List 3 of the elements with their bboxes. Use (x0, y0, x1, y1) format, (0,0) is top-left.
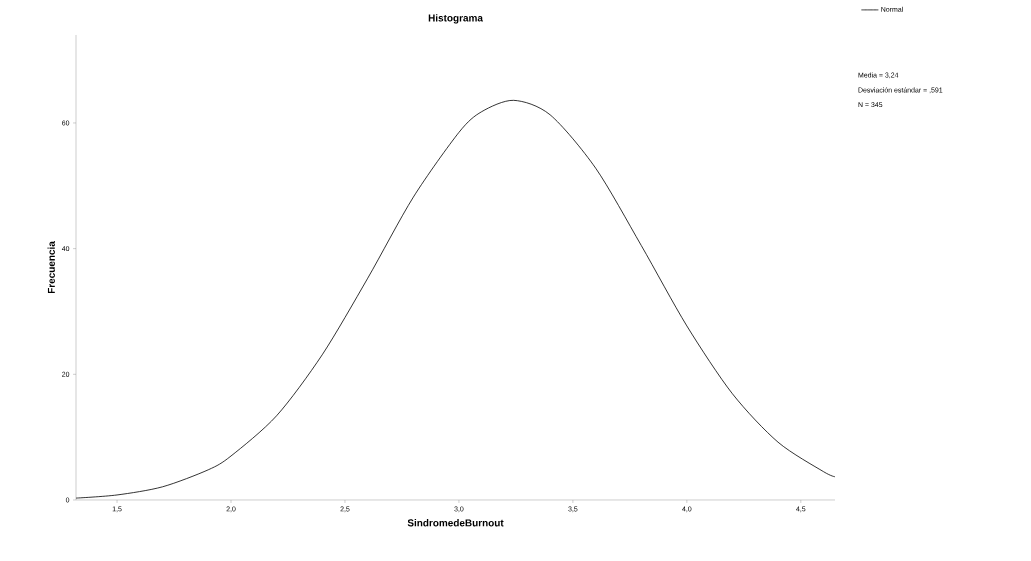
chart-title: Histograma (428, 14, 483, 24)
y-axis-title: Frecuencia (47, 241, 55, 294)
x-axis-title: SindromedeBurnout (407, 519, 504, 527)
